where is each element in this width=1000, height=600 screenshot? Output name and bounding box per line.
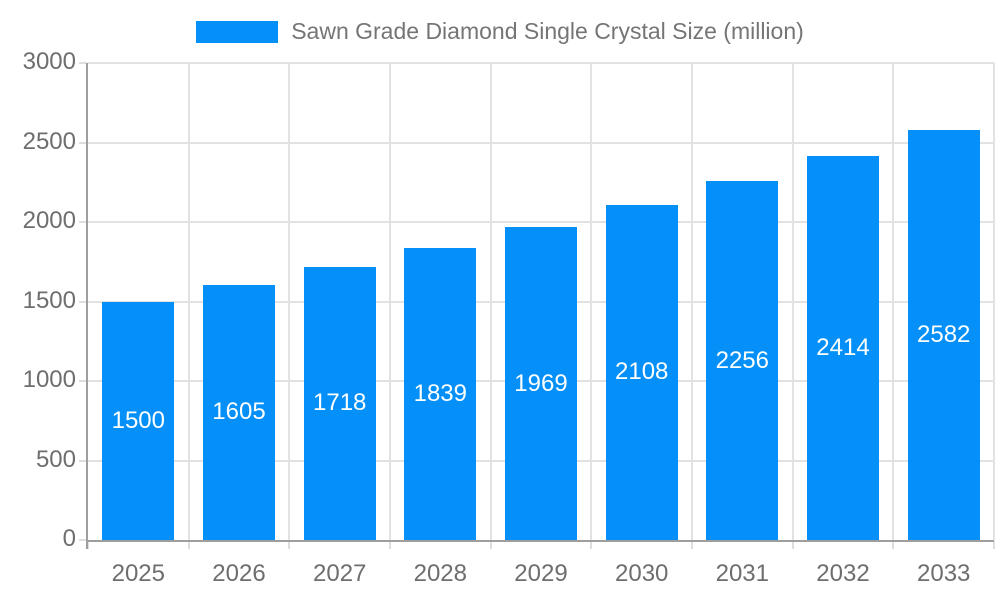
y-axis-tick bbox=[79, 459, 87, 462]
gridline-vertical bbox=[489, 63, 492, 540]
x-axis-label: 2029 bbox=[514, 560, 568, 587]
y-axis-tick bbox=[79, 62, 87, 64]
y-axis-line bbox=[86, 63, 88, 549]
gridline-vertical bbox=[691, 63, 693, 540]
gridline-vertical bbox=[791, 63, 794, 540]
x-axis-label: 2033 bbox=[916, 560, 971, 587]
x-axis-tick bbox=[892, 541, 895, 549]
y-axis-tick bbox=[79, 300, 87, 303]
x-axis-label: 2032 bbox=[816, 560, 870, 587]
y-axis-tick bbox=[79, 141, 87, 144]
bar-value-label: 1839 bbox=[413, 379, 467, 407]
x-axis-label: 2030 bbox=[614, 560, 669, 587]
bar-value-label: 1718 bbox=[312, 389, 367, 417]
x-axis-tick bbox=[489, 541, 492, 549]
legend-swatch bbox=[196, 20, 279, 43]
bar-2029[interactable] bbox=[505, 226, 577, 540]
bar-value-label: 1969 bbox=[514, 369, 568, 397]
gridline-vertical bbox=[187, 63, 190, 540]
legend-label: Sawn Grade Diamond Single Crystal Size (… bbox=[291, 18, 804, 44]
y-axis-label: 500 bbox=[35, 445, 76, 473]
x-axis-tick bbox=[389, 541, 391, 549]
bar-2033[interactable] bbox=[907, 129, 980, 540]
gridline-vertical bbox=[389, 63, 391, 540]
x-axis-tick bbox=[791, 541, 794, 549]
x-axis-line bbox=[86, 540, 994, 542]
y-axis-label: 1000 bbox=[22, 366, 76, 394]
gridline-horizontal bbox=[88, 62, 994, 64]
bar-2032[interactable] bbox=[807, 156, 879, 540]
x-axis-label: 2025 bbox=[111, 560, 165, 587]
y-axis-label: 3000 bbox=[22, 48, 76, 76]
gridline-vertical bbox=[993, 63, 995, 540]
bar-value-label: 2582 bbox=[916, 320, 971, 348]
bar-2030[interactable] bbox=[605, 204, 678, 540]
y-axis-label: 0 bbox=[62, 525, 76, 553]
bar-value-label: 2108 bbox=[614, 358, 669, 386]
x-axis-tick bbox=[187, 541, 190, 549]
y-axis-label: 2000 bbox=[22, 207, 76, 235]
bar-value-label: 2256 bbox=[715, 346, 769, 374]
x-axis-tick bbox=[993, 541, 995, 549]
y-axis-label: 1500 bbox=[22, 286, 76, 314]
gridline-vertical bbox=[892, 63, 895, 540]
x-axis-label: 2028 bbox=[413, 560, 467, 587]
bar-2025[interactable] bbox=[102, 301, 175, 540]
x-axis-tick bbox=[288, 541, 291, 549]
gridline-vertical bbox=[590, 63, 593, 540]
bar-2026[interactable] bbox=[203, 284, 275, 540]
x-axis-tick bbox=[590, 541, 593, 549]
x-axis-tick bbox=[691, 541, 693, 549]
x-axis-label: 2026 bbox=[212, 560, 266, 587]
bar-value-label: 2414 bbox=[816, 334, 870, 362]
legend-item[interactable]: Sawn Grade Diamond Single Crystal Size (… bbox=[0, 18, 1000, 45]
x-axis-tick bbox=[87, 541, 89, 549]
bar-2028[interactable] bbox=[404, 247, 477, 540]
y-axis-tick bbox=[79, 221, 87, 223]
bar-value-label: 1500 bbox=[111, 406, 165, 434]
x-axis-label: 2027 bbox=[312, 560, 367, 587]
gridline-horizontal bbox=[88, 221, 994, 223]
bar-2027[interactable] bbox=[303, 266, 376, 540]
gridline-vertical bbox=[288, 63, 291, 540]
y-axis-tick bbox=[79, 539, 87, 541]
bar-value-label: 1605 bbox=[212, 398, 266, 426]
y-axis-tick bbox=[79, 380, 87, 382]
bar-2031[interactable] bbox=[706, 181, 779, 540]
y-axis-label: 2500 bbox=[22, 127, 76, 155]
x-axis-label: 2031 bbox=[715, 560, 769, 587]
gridline-horizontal bbox=[88, 141, 994, 144]
